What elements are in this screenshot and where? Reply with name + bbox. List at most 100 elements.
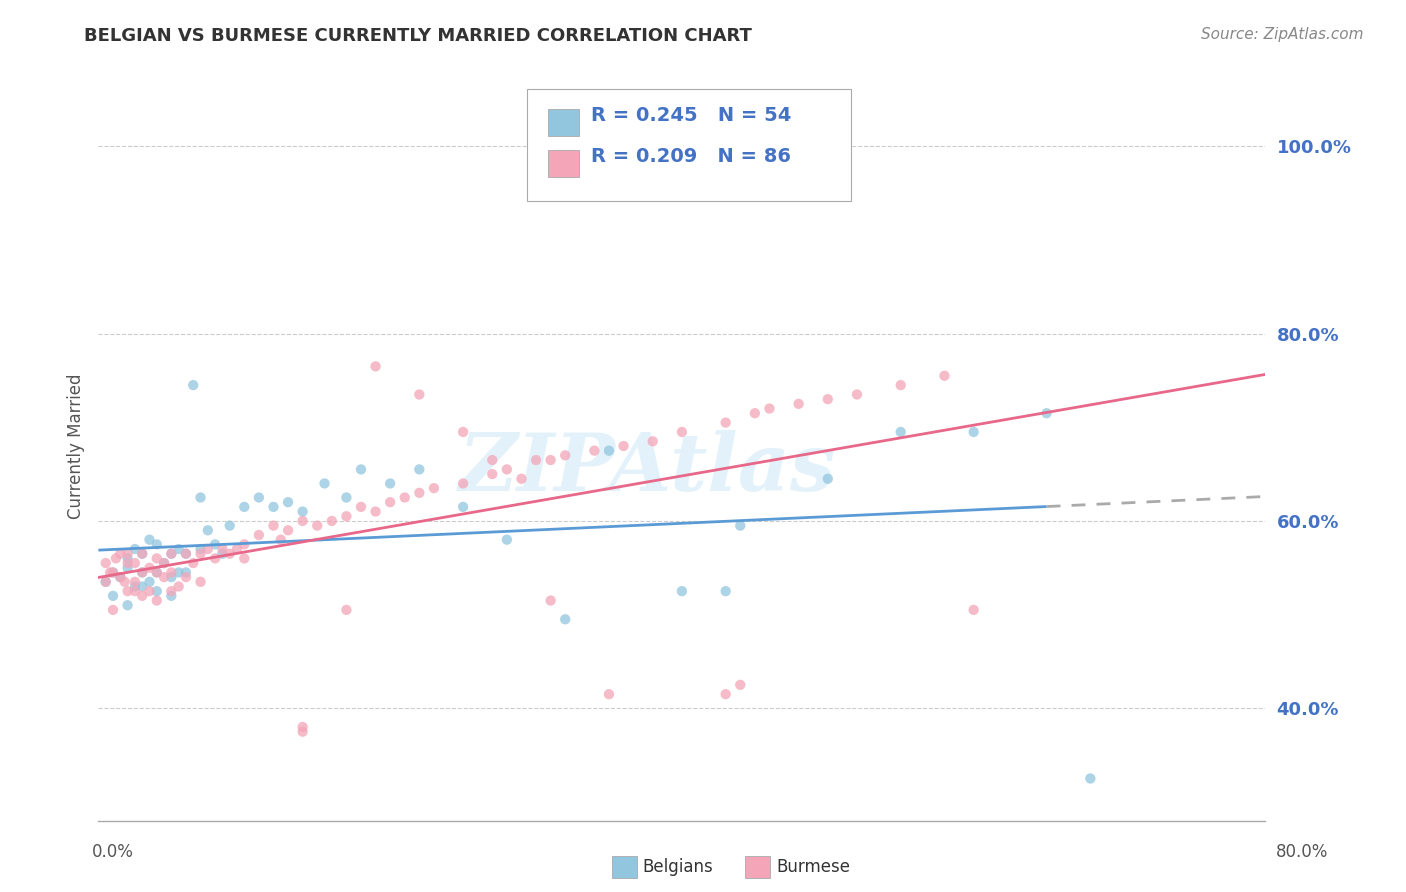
Point bbox=[160, 589, 183, 603]
Point bbox=[1035, 406, 1057, 420]
Point bbox=[131, 547, 153, 561]
Point bbox=[510, 472, 533, 486]
Point bbox=[124, 556, 146, 570]
Point bbox=[335, 603, 357, 617]
Point bbox=[181, 378, 204, 392]
Point bbox=[598, 687, 620, 701]
Point bbox=[124, 584, 146, 599]
Point bbox=[117, 584, 139, 599]
Point bbox=[110, 547, 132, 561]
Point bbox=[174, 566, 197, 580]
Text: 80.0%: 80.0% bbox=[1277, 843, 1329, 861]
Point bbox=[554, 449, 576, 463]
Point bbox=[138, 584, 160, 599]
Point bbox=[744, 406, 766, 420]
Point bbox=[817, 392, 839, 407]
Point bbox=[160, 547, 183, 561]
Point bbox=[131, 589, 153, 603]
Point bbox=[94, 574, 117, 589]
Point bbox=[101, 566, 124, 580]
Point bbox=[314, 476, 336, 491]
Point bbox=[160, 566, 183, 580]
Point bbox=[181, 556, 204, 570]
Point bbox=[174, 547, 197, 561]
Point bbox=[174, 570, 197, 584]
Point bbox=[496, 462, 519, 476]
Point bbox=[226, 542, 249, 557]
Y-axis label: Currently Married: Currently Married bbox=[66, 373, 84, 519]
Point bbox=[380, 495, 402, 509]
Point bbox=[117, 599, 139, 613]
Point bbox=[451, 425, 474, 439]
Point bbox=[160, 570, 183, 584]
Point bbox=[540, 593, 562, 607]
Point bbox=[481, 467, 503, 482]
Point bbox=[408, 387, 430, 401]
Point bbox=[481, 453, 503, 467]
Point bbox=[612, 439, 634, 453]
Point bbox=[540, 453, 562, 467]
Point bbox=[524, 453, 547, 467]
Point bbox=[94, 574, 117, 589]
Point bbox=[104, 551, 127, 566]
Point bbox=[350, 462, 373, 476]
Text: Belgians: Belgians bbox=[643, 858, 713, 876]
Point bbox=[117, 551, 139, 566]
Point bbox=[262, 518, 284, 533]
Point bbox=[270, 533, 292, 547]
Point bbox=[496, 533, 519, 547]
Point bbox=[423, 481, 446, 495]
Point bbox=[160, 547, 183, 561]
Point bbox=[190, 574, 212, 589]
Point bbox=[730, 678, 752, 692]
Point bbox=[131, 580, 153, 594]
Point bbox=[101, 589, 124, 603]
Point bbox=[934, 368, 956, 383]
Point bbox=[146, 584, 169, 599]
Point bbox=[321, 514, 343, 528]
Point bbox=[846, 387, 869, 401]
Point bbox=[787, 397, 810, 411]
Point bbox=[131, 566, 153, 580]
Point bbox=[714, 416, 737, 430]
Point bbox=[146, 566, 169, 580]
Point bbox=[714, 584, 737, 599]
Text: ZIPAtlas: ZIPAtlas bbox=[458, 430, 835, 508]
Point bbox=[307, 518, 329, 533]
Point bbox=[583, 443, 606, 458]
Point bbox=[380, 476, 402, 491]
Point bbox=[146, 551, 169, 566]
Point bbox=[277, 524, 299, 538]
Text: R = 0.245   N = 54: R = 0.245 N = 54 bbox=[591, 106, 792, 126]
Point bbox=[671, 584, 693, 599]
Point bbox=[218, 547, 240, 561]
Point bbox=[117, 556, 139, 570]
Point bbox=[408, 462, 430, 476]
Point bbox=[204, 537, 226, 551]
Point bbox=[110, 570, 132, 584]
Point bbox=[962, 425, 984, 439]
Point bbox=[233, 537, 256, 551]
Point bbox=[211, 542, 233, 557]
Point bbox=[262, 500, 284, 514]
Point bbox=[714, 687, 737, 701]
Text: Burmese: Burmese bbox=[776, 858, 851, 876]
Point bbox=[101, 603, 124, 617]
Point bbox=[167, 580, 190, 594]
Point bbox=[291, 514, 314, 528]
Point bbox=[153, 556, 176, 570]
Point bbox=[131, 566, 153, 580]
Point bbox=[890, 425, 912, 439]
Point bbox=[247, 528, 270, 542]
Point bbox=[190, 491, 212, 505]
Point bbox=[190, 542, 212, 557]
Point bbox=[394, 491, 416, 505]
Point bbox=[554, 612, 576, 626]
Point bbox=[671, 425, 693, 439]
Point bbox=[114, 574, 136, 589]
Point bbox=[197, 524, 219, 538]
Point bbox=[153, 570, 176, 584]
Point bbox=[124, 580, 146, 594]
Point bbox=[101, 566, 124, 580]
Point bbox=[730, 518, 752, 533]
